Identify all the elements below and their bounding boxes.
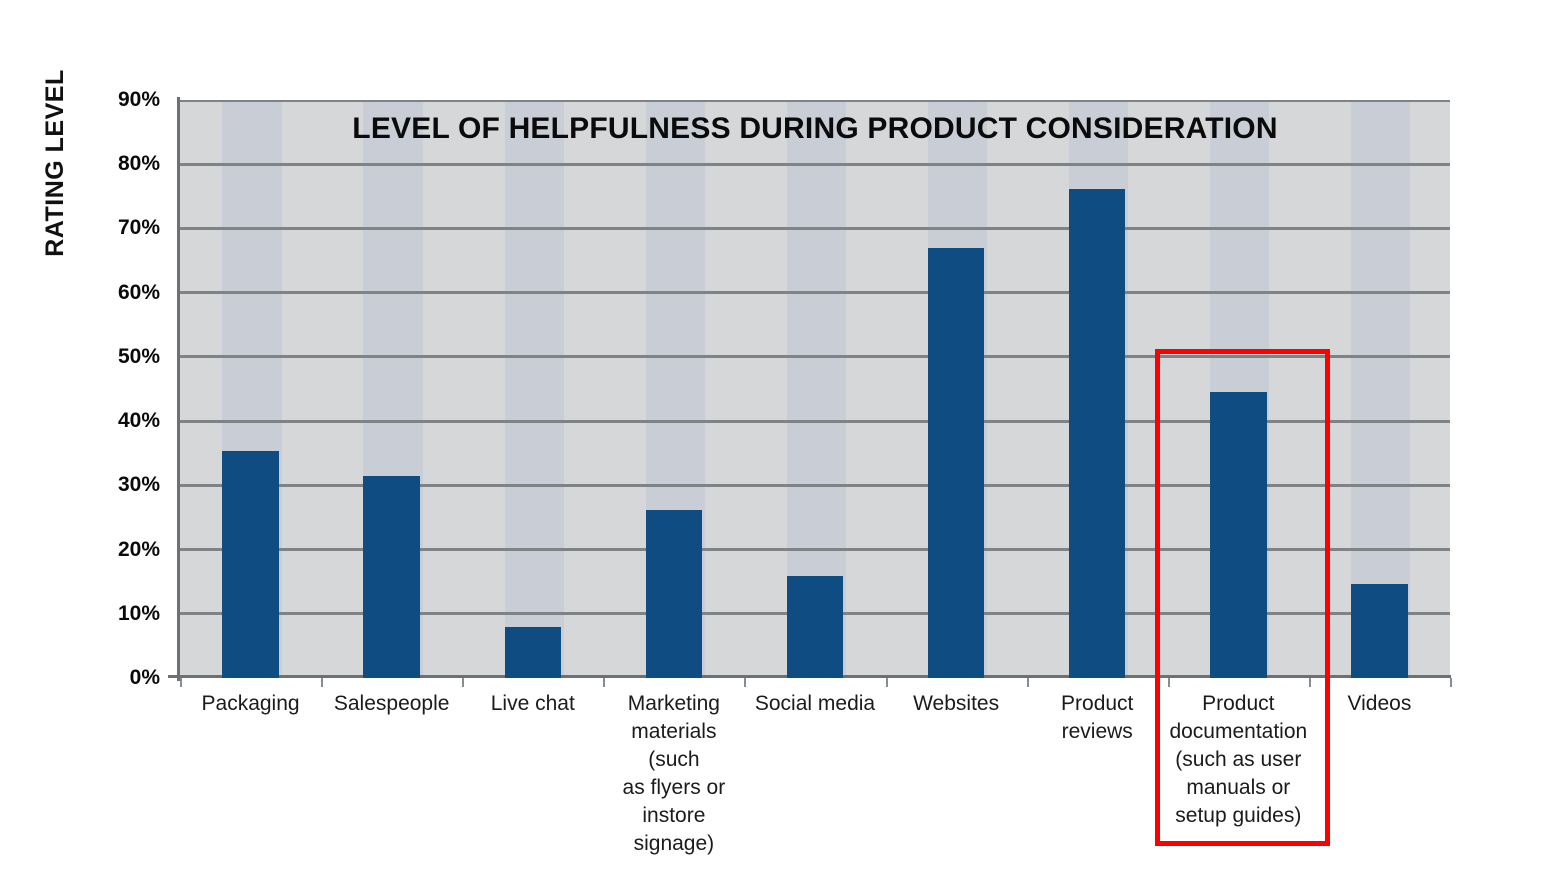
x-axis-tick — [1308, 678, 1311, 687]
bar — [222, 451, 279, 678]
gridline — [180, 291, 1450, 295]
bar — [645, 509, 703, 678]
x-axis-label-line: Marketing — [627, 692, 720, 715]
y-axis-tick-label: 60% — [117, 280, 160, 304]
y-axis-title: RATING LEVEL — [41, 69, 69, 257]
bar — [927, 247, 985, 678]
x-axis-category-label: Salespeople — [321, 690, 462, 718]
bar — [363, 475, 420, 678]
y-axis-tick-label: 40% — [117, 409, 160, 433]
x-axis-label-line: Salespeople — [333, 692, 450, 715]
y-axis-tick-label: 30% — [117, 473, 160, 497]
x-axis-label-line: Product — [1202, 692, 1275, 715]
bar — [1210, 392, 1267, 678]
x-axis-label-line: Product — [1061, 692, 1134, 715]
x-axis-category-label: Videos — [1309, 690, 1450, 718]
y-axis-tick-label: 0% — [129, 666, 160, 689]
x-axis-tick — [1167, 678, 1170, 687]
gridline — [180, 162, 1450, 166]
bar — [504, 626, 561, 678]
y-axis-tick-label: 50% — [117, 344, 160, 368]
y-axis-tick-label: 20% — [117, 537, 160, 561]
y-axis-tick-label: 80% — [117, 152, 160, 176]
gridline — [180, 355, 1450, 359]
y-axis-tick-labels: 90% 80% 70% 60% 50% 40% 30% 20% 10% 0% — [96, 88, 168, 689]
x-axis-tick — [1450, 678, 1452, 687]
x-axis-category-label: Packaging — [180, 690, 321, 718]
bars-layer — [180, 100, 1450, 678]
gridline — [180, 548, 1450, 552]
x-axis-category-label: Product reviews — [1027, 690, 1168, 746]
x-axis-label-line: instore signage) — [633, 804, 715, 855]
bar — [1069, 189, 1126, 678]
x-axis-category-labels: Packaging Salespeople Live chat Marketing ma… — [180, 690, 1450, 870]
x-axis-category-label: Marketing materials (such as flyers or inst… — [603, 690, 744, 858]
gridline — [180, 226, 1450, 230]
y-axis-tick-label: 10% — [117, 601, 160, 625]
x-axis-tick — [1026, 678, 1029, 687]
x-axis-tick — [744, 678, 747, 687]
x-axis-label-line: Packaging — [201, 692, 300, 715]
y-axis-tick-label: 70% — [117, 216, 160, 240]
x-axis-label-line: as flyers or — [622, 776, 726, 799]
x-axis-tick — [321, 678, 324, 687]
gridline — [180, 419, 1450, 423]
x-axis-label-line: Websites — [913, 692, 1000, 715]
x-axis-category-label: Live chat — [462, 690, 603, 718]
x-axis-tick — [180, 678, 182, 687]
gridline — [180, 100, 1450, 102]
x-axis-label-line: Live chat — [490, 692, 575, 715]
category-band — [1351, 100, 1411, 678]
y-axis-tick-label: 90% — [117, 88, 160, 111]
x-axis-category-label: Websites — [886, 690, 1027, 718]
category-band — [504, 100, 564, 678]
x-axis-category-label: Social media — [744, 690, 885, 718]
x-axis-tick — [603, 678, 606, 687]
gridline — [180, 483, 1450, 487]
x-axis-tick — [885, 678, 888, 687]
x-axis-category-label: Product documentation (such as user manuals… — [1168, 690, 1309, 830]
y-axis-line — [177, 97, 180, 681]
x-axis-label-line: documentation — [1169, 720, 1308, 743]
bar — [1351, 583, 1408, 678]
x-axis-label-line: reviews — [1061, 720, 1133, 743]
chart-title: LEVEL OF HELPFULNESS DURING PRODUCT CONS… — [352, 112, 1278, 145]
x-axis-label-line: Videos — [1347, 692, 1412, 715]
x-axis-label-line: Social media — [754, 692, 876, 715]
x-axis-label-line: manuals or — [1186, 776, 1291, 799]
x-axis-label-line: materials (such — [631, 720, 717, 771]
x-axis-tick — [462, 678, 465, 687]
x-axis-label-line: (such as user — [1175, 748, 1302, 771]
x-axis-label-line: setup guides) — [1175, 804, 1302, 827]
bar — [786, 575, 844, 678]
